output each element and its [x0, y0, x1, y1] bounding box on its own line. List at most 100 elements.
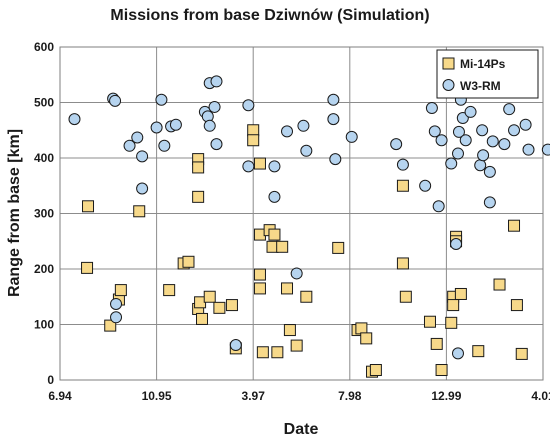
data-point-square [256, 346, 269, 359]
data-point-circle [136, 182, 149, 195]
data-point-square [271, 346, 284, 359]
data-point-circle [451, 347, 464, 360]
data-point-circle [483, 196, 496, 209]
y-tick-label: 400 [34, 151, 54, 165]
x-axis-label: Date [284, 421, 319, 438]
data-point-square [423, 315, 436, 328]
data-point-square [430, 337, 443, 350]
y-tick-label: 100 [34, 318, 54, 332]
data-point-square [493, 278, 506, 291]
x-tick-label: 7.98 [338, 389, 362, 403]
data-point-square [355, 322, 368, 335]
data-point-square [290, 339, 303, 352]
data-point-square [360, 332, 373, 345]
data-point-circle [203, 119, 216, 132]
data-point-circle [459, 134, 472, 147]
data-point-square [82, 200, 95, 213]
x-tick-label: 6.94 [48, 389, 72, 403]
data-point-circle [229, 339, 242, 352]
legend-label-mi14ps: Mi-14Ps [460, 57, 506, 71]
data-point-square [399, 290, 412, 303]
data-point-square [472, 345, 485, 358]
x-tick-label: 4.01 [531, 389, 550, 403]
data-point-circle [242, 160, 255, 173]
data-point-circle [464, 105, 477, 118]
data-point-square [114, 284, 127, 297]
plot-area [59, 46, 544, 381]
data-point-circle [329, 153, 342, 166]
data-point-square [445, 316, 458, 329]
data-point-square [300, 290, 313, 303]
data-point-square [515, 347, 528, 360]
chart-title: Missions from base Dziwnów (Simulation) [110, 7, 429, 24]
data-point-square [447, 299, 460, 312]
data-point-circle [268, 160, 281, 173]
data-point-circle [451, 147, 464, 160]
data-point-square [253, 282, 266, 295]
data-point-square [163, 284, 176, 297]
data-point-circle [519, 118, 532, 131]
data-point-circle [327, 93, 340, 106]
data-point-square [192, 190, 205, 203]
data-point-circle [123, 139, 136, 152]
data-point-square [225, 299, 238, 312]
data-point-square [396, 179, 409, 192]
data-point-circle [522, 143, 535, 156]
data-point-square [508, 219, 521, 232]
data-point-circle [435, 134, 448, 147]
y-tick-label: 600 [34, 40, 54, 54]
data-point-circle [477, 149, 490, 162]
legend-label-w3rm: W3-RM [460, 79, 501, 93]
data-point-square [182, 255, 195, 268]
data-point-square [81, 261, 94, 274]
series-mi-14ps [81, 124, 528, 378]
data-point-circle [110, 297, 123, 310]
data-point-circle [327, 113, 340, 126]
data-point-square [268, 228, 281, 241]
data-point-square [247, 124, 260, 137]
data-point-circle [419, 179, 432, 192]
data-point-square [213, 301, 226, 314]
legend-marker-w3rm [442, 79, 455, 91]
data-points [68, 75, 550, 378]
data-point-circle [68, 113, 81, 126]
data-point-square [281, 282, 294, 295]
data-point-circle [242, 99, 255, 112]
data-point-square [192, 161, 205, 174]
series-w3-rm [68, 75, 550, 360]
y-tick-label: 200 [34, 262, 54, 276]
data-point-circle [210, 138, 223, 151]
data-point-circle [210, 75, 223, 88]
data-point-square [332, 241, 345, 254]
data-point-circle [452, 125, 465, 138]
data-point-circle [476, 124, 489, 137]
data-point-circle [425, 102, 438, 115]
data-point-circle [169, 118, 182, 131]
data-point-circle [498, 138, 511, 151]
x-axis-ticks: 6.94 10.95 3.97 7.98 12.99 4.01 [48, 389, 550, 403]
data-point-square [435, 364, 448, 377]
data-point-circle [136, 150, 149, 163]
y-tick-label: 300 [34, 207, 54, 221]
data-point-circle [290, 267, 303, 280]
y-tick-label: 0 [47, 373, 54, 387]
legend: Mi-14Ps W3-RM [436, 49, 539, 99]
data-point-circle [541, 143, 550, 156]
data-point-circle [208, 100, 221, 113]
data-point-circle [396, 158, 409, 171]
data-point-square [510, 299, 523, 312]
data-point-circle [300, 144, 313, 157]
data-point-circle [432, 200, 445, 213]
data-point-circle [503, 103, 516, 116]
data-point-square [203, 290, 216, 303]
data-point-circle [281, 125, 294, 138]
data-point-square [104, 319, 117, 332]
data-point-circle [345, 130, 358, 143]
data-point-circle [474, 159, 487, 172]
data-point-circle [109, 94, 122, 107]
data-point-square [283, 324, 296, 337]
data-point-circle [450, 238, 463, 251]
x-tick-label: 10.95 [142, 389, 172, 403]
data-point-square [369, 364, 382, 377]
x-tick-label: 12.99 [431, 389, 461, 403]
